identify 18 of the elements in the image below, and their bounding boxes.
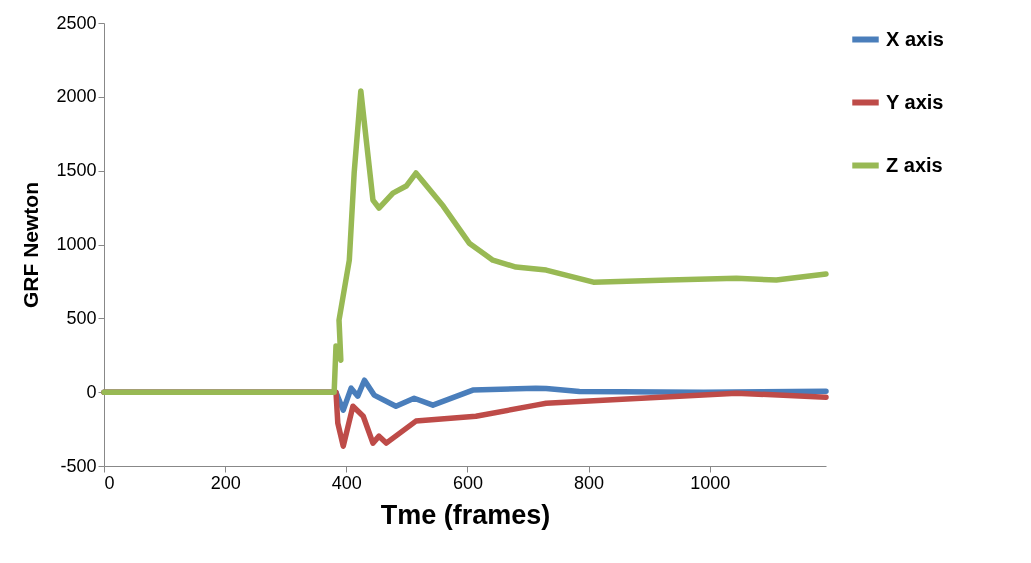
y-tick-label: 1500 <box>56 160 97 181</box>
x-tick-label: 0 <box>104 472 115 493</box>
y-tick-label: 0 <box>86 381 97 402</box>
y-tick-label: 2500 <box>56 12 97 33</box>
legend-label: Z axis <box>886 153 943 176</box>
legend-label: Y axis <box>886 90 944 113</box>
x-axis-title: Tme (frames) <box>380 499 551 530</box>
y-tick-label: 2000 <box>56 86 97 107</box>
x-tick-label: 200 <box>210 472 241 493</box>
y-tick-label: 1000 <box>56 234 97 254</box>
legend-label: X axis <box>886 27 944 50</box>
x-tick-label: 600 <box>452 472 483 493</box>
y-tick-label: 500 <box>66 307 97 328</box>
y-axis-title: GRF Newton <box>19 182 43 308</box>
x-tick-label: 400 <box>331 472 362 493</box>
y-tick-label: -500 <box>60 455 97 476</box>
x-tick-label: 800 <box>574 472 605 493</box>
x-tick-label: 1000 <box>690 472 731 493</box>
